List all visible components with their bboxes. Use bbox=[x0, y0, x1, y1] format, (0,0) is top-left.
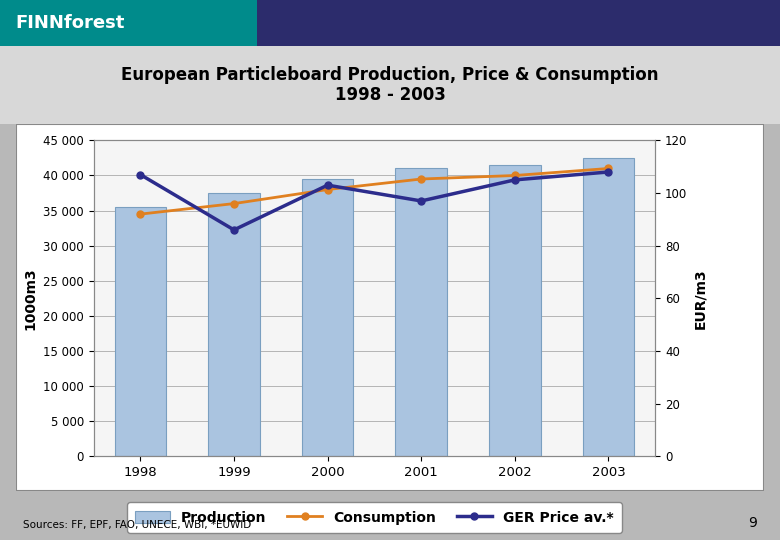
Bar bbox=[208, 193, 260, 456]
Text: FINNforest: FINNforest bbox=[16, 14, 125, 32]
Bar bbox=[583, 158, 634, 456]
Bar bbox=[395, 168, 447, 456]
Text: Sources: FF, EPF, FAO, UNECE, WBI, *EUWID: Sources: FF, EPF, FAO, UNECE, WBI, *EUWI… bbox=[23, 520, 252, 530]
Bar bbox=[489, 165, 541, 456]
Bar bbox=[257, 0, 780, 46]
Y-axis label: EUR/m3: EUR/m3 bbox=[693, 268, 707, 329]
Bar bbox=[115, 207, 166, 456]
Text: 9: 9 bbox=[748, 516, 757, 530]
Bar bbox=[302, 179, 353, 456]
Text: European Particleboard Production, Price & Consumption
1998 - 2003: European Particleboard Production, Price… bbox=[121, 66, 659, 104]
Legend: Production, Consumption, GER Price av.*: Production, Consumption, GER Price av.* bbox=[127, 502, 622, 533]
Bar bbox=[0, 0, 257, 46]
Y-axis label: 1000m3: 1000m3 bbox=[23, 267, 37, 329]
